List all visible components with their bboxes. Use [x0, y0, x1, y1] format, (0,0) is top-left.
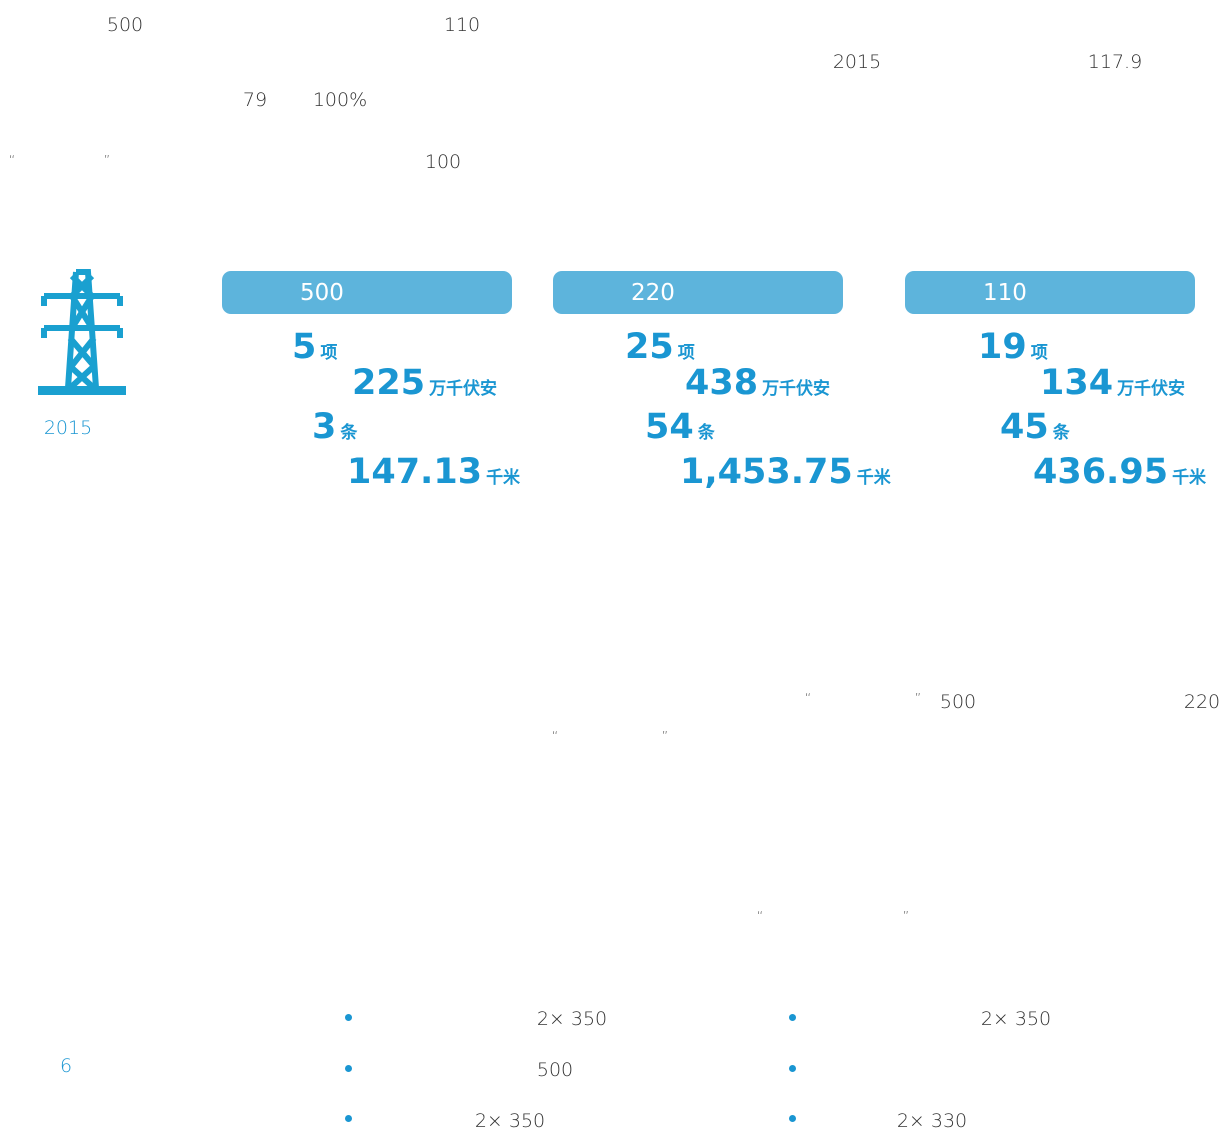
- stat-value: 45: [1000, 407, 1049, 447]
- stat-unit: 千米: [856, 468, 891, 488]
- text: 117.9: [1087, 51, 1143, 73]
- quote: “: [8, 153, 16, 167]
- text: 100%: [312, 89, 368, 111]
- stat-unit: 条: [1052, 423, 1070, 443]
- stat-unit: 项: [1030, 343, 1048, 363]
- text: 2015: [832, 51, 882, 73]
- stat-unit: 万千伏安: [1117, 379, 1186, 399]
- quote: “: [804, 691, 812, 705]
- stat-row: 54 条: [645, 407, 715, 447]
- quote: ”: [914, 691, 922, 705]
- voltage-label: 110: [983, 280, 1027, 306]
- bullet: [345, 1014, 352, 1021]
- bullet: [789, 1014, 796, 1021]
- stat-value: 436.95: [1033, 452, 1169, 492]
- page-number: 6: [59, 1055, 73, 1077]
- stat-unit: 项: [677, 343, 695, 363]
- bullet: [789, 1065, 796, 1072]
- stat-row: 147.13 千米: [347, 452, 520, 492]
- quote: “: [551, 729, 559, 743]
- panel-header: 110: [905, 271, 1195, 314]
- bullet-text: 2× 330: [896, 1110, 968, 1132]
- text: 220: [1183, 691, 1221, 713]
- year: 2015: [43, 417, 93, 439]
- stat-value: 438: [685, 363, 759, 403]
- stat-value: 3: [312, 407, 337, 447]
- stat-row: 436.95 千米: [1033, 452, 1206, 492]
- stat-value: 225: [352, 363, 426, 403]
- stat-row: 438 万千伏安: [685, 363, 830, 403]
- text: 110: [443, 14, 481, 36]
- stat-unit: 条: [340, 423, 358, 443]
- stat-value: 147.13: [347, 452, 483, 492]
- quote: ”: [103, 153, 111, 167]
- stat-row: 1,453.75 千米: [680, 452, 891, 492]
- stat-value: 5: [292, 327, 317, 367]
- stat-row: 225 万千伏安: [352, 363, 497, 403]
- stat-row: 45 条: [1000, 407, 1070, 447]
- stat-unit: 项: [320, 343, 338, 363]
- text: 79: [242, 89, 268, 111]
- bullet-text: 500: [536, 1059, 574, 1081]
- bullet: [345, 1065, 352, 1072]
- panel-header: 220: [553, 271, 843, 314]
- stat-value: 1,453.75: [680, 452, 853, 492]
- stat-unit: 千米: [1172, 468, 1207, 488]
- stat-row: 25 项: [625, 327, 695, 367]
- stat-unit: 万千伏安: [762, 379, 831, 399]
- bullet-text: 2× 350: [474, 1110, 546, 1132]
- voltage-label: 500: [300, 280, 344, 306]
- stat-unit: 万千伏安: [429, 379, 498, 399]
- panel-header: 500: [222, 271, 512, 314]
- quote: ”: [661, 729, 669, 743]
- quote: “: [756, 909, 764, 923]
- stat-unit: 千米: [486, 468, 521, 488]
- voltage-label: 220: [631, 280, 675, 306]
- text: 100: [424, 151, 462, 173]
- stat-value: 134: [1040, 363, 1114, 403]
- quote: ”: [902, 909, 910, 923]
- stat-row: 19 项: [978, 327, 1048, 367]
- text: 500: [939, 691, 977, 713]
- stat-unit: 条: [697, 423, 715, 443]
- stat-value: 25: [625, 327, 674, 367]
- text: 500: [106, 14, 144, 36]
- bullet: [789, 1115, 796, 1122]
- stat-value: 54: [645, 407, 694, 447]
- bullet: [345, 1115, 352, 1122]
- tower-icon: [38, 269, 126, 395]
- bullet-text: 2× 350: [980, 1008, 1052, 1030]
- stat-value: 19: [978, 327, 1027, 367]
- stat-row: 134 万千伏安: [1040, 363, 1185, 403]
- bullet-text: 2× 350: [536, 1008, 608, 1030]
